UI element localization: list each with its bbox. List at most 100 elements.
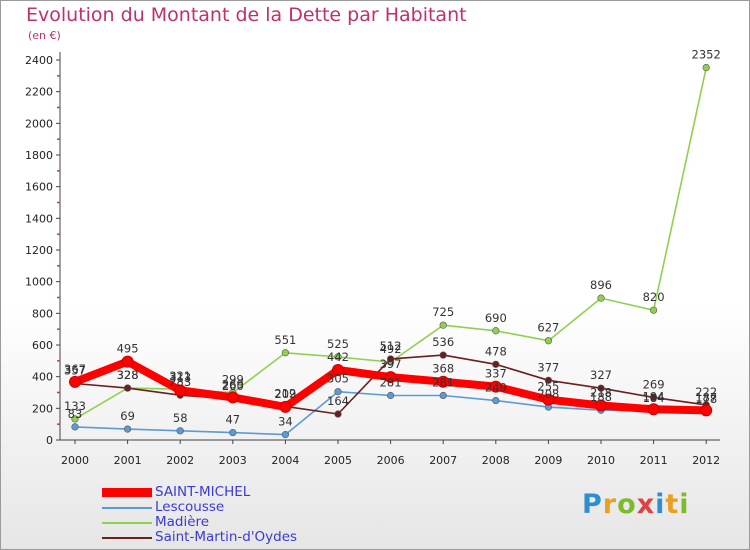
data-point [334,353,342,361]
data-label: 194 [643,389,665,403]
data-point [174,384,187,397]
data-point [279,400,292,413]
data-point [597,294,605,302]
data-point [544,337,553,345]
data-point [281,431,290,439]
data-point [437,375,450,388]
data-point [334,388,342,396]
legend-label: Lescousse [155,499,225,515]
data-label: 478 [485,344,507,358]
x-tick-label: 2006 [377,454,405,467]
data-label: 690 [485,311,507,325]
y-tick-label: 1800 [25,149,53,162]
data-label: 327 [590,368,612,382]
x-tick-label: 2009 [534,454,562,467]
x-tick-label: 2000 [61,454,89,467]
data-point [439,351,447,359]
legend-swatch [102,537,152,539]
data-label: 283 [169,375,191,389]
data-label: 69 [120,409,135,423]
data-label: 184 [643,391,665,405]
legend-label: SAINT-MICHEL [155,484,251,500]
data-point [700,404,713,417]
data-point [492,360,500,368]
chart-title: Evolution du Montant de la Dette par Hab… [26,4,467,26]
logo-letter: i [655,489,666,520]
data-label: 512 [380,339,402,353]
data-label: 627 [537,321,559,335]
proxiti-logo: Proxiti [582,489,690,520]
data-point [544,376,553,384]
data-label: 725 [432,305,454,319]
legend-label: Saint-Martin-d'Oydes [155,529,298,545]
data-point [595,399,607,412]
y-tick-label: 800 [32,307,53,320]
data-point [489,380,502,393]
data-label: 551 [274,333,296,347]
y-tick-label: 1000 [25,276,53,289]
x-tick-label: 2008 [482,454,510,467]
data-label: 187 [695,390,717,404]
data-label: 321 [169,369,191,383]
data-label: 281 [432,376,454,390]
data-point [387,391,395,400]
data-label: 255 [537,380,559,394]
x-tick-label: 2002 [166,454,194,467]
data-label: 368 [432,362,454,376]
legend-swatch [102,507,152,509]
data-label: 377 [537,360,559,374]
y-tick-label: 200 [32,402,53,415]
data-point [647,403,660,416]
x-tick-label: 2003 [219,454,247,467]
logo-letter: o [617,489,637,520]
data-label: 442 [327,350,349,364]
x-tick-label: 2010 [587,454,615,467]
x-tick-label: 2012 [692,454,720,467]
y-tick-label: 0 [46,434,53,447]
data-label: 34 [278,415,293,429]
data-label: 397 [380,357,402,371]
data-point [492,396,500,405]
data-label: 47 [225,413,240,427]
legend-label: Madière [155,514,210,530]
data-label: 495 [117,342,139,356]
x-tick-label: 2001 [114,454,142,467]
y-tick-label: 1600 [25,181,53,194]
logo-letter: t [665,489,680,520]
legend-swatch [102,488,152,497]
logo-letter: P [582,489,603,520]
y-tick-label: 2200 [25,86,53,99]
data-label: 367 [64,362,86,376]
data-label: 269 [643,377,665,391]
legend-swatch [102,522,152,524]
data-label: 337 [485,367,507,381]
data-label: 820 [643,290,665,304]
data-point [332,364,344,377]
data-label: 209 [274,387,296,401]
data-label: 208 [537,387,559,401]
y-tick-label: 400 [32,371,53,384]
data-label: 83 [68,407,83,421]
data-label: 328 [117,368,139,382]
data-label: 133 [64,399,86,413]
axes: 0 200 400 600 800 1000 1200 1400 1600 1800 2000 220… [25,52,720,467]
chart-unit: (en €) [28,29,61,42]
data-point [439,321,447,329]
data-point [229,428,237,437]
data-point [71,423,79,431]
data-label: 492 [380,342,402,356]
data-point [71,415,79,423]
data-label: 212 [274,386,296,400]
data-point [649,393,658,402]
data-point [123,384,132,392]
data-label: 281 [380,376,402,390]
x-tick-label: 2005 [324,454,352,467]
data-point [387,355,395,363]
data-point [542,393,555,406]
x-tick-label: 2011 [640,454,668,467]
data-label: 305 [327,372,349,386]
data-point [334,410,342,418]
data-label: 2352 [692,48,721,62]
y-tick-label: 2000 [25,117,53,130]
